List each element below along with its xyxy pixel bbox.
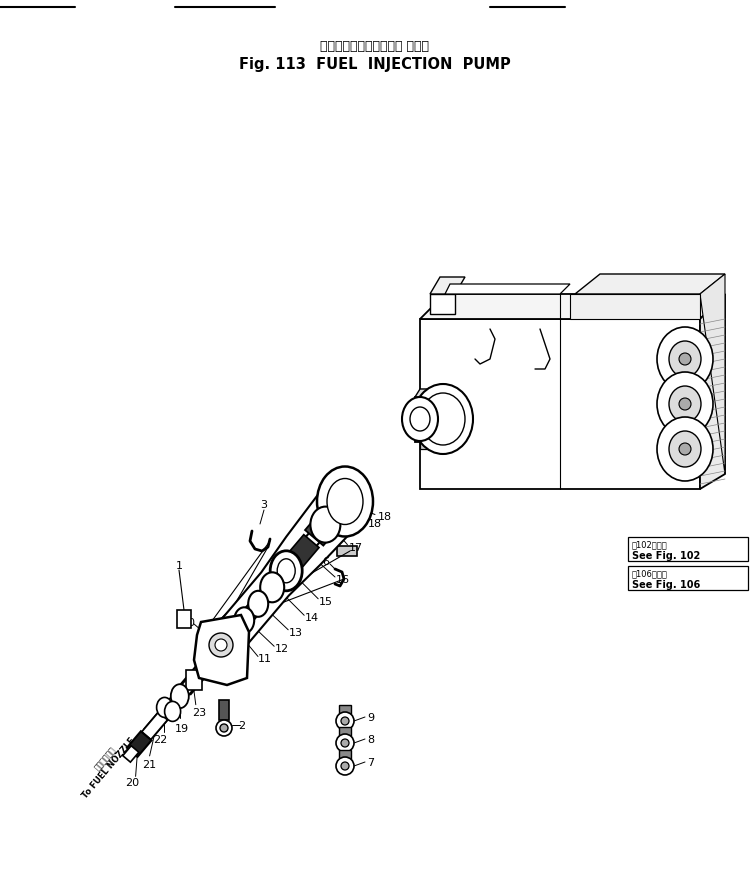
Text: Fig. 113  FUEL  INJECTION  PUMP: Fig. 113 FUEL INJECTION PUMP bbox=[239, 57, 511, 73]
Text: 11: 11 bbox=[258, 653, 272, 664]
Text: 13: 13 bbox=[289, 627, 303, 637]
Circle shape bbox=[679, 398, 691, 410]
Text: 3: 3 bbox=[261, 499, 267, 510]
Polygon shape bbox=[177, 610, 191, 628]
Ellipse shape bbox=[410, 408, 430, 431]
Ellipse shape bbox=[234, 608, 254, 633]
Ellipse shape bbox=[327, 479, 363, 525]
Polygon shape bbox=[339, 750, 351, 759]
Polygon shape bbox=[339, 705, 351, 714]
Text: To FUEL NOZZLE: To FUEL NOZZLE bbox=[80, 736, 137, 800]
Ellipse shape bbox=[270, 551, 302, 591]
Text: 6: 6 bbox=[322, 556, 330, 567]
Ellipse shape bbox=[669, 387, 701, 423]
Ellipse shape bbox=[669, 431, 701, 467]
Ellipse shape bbox=[170, 684, 189, 709]
Polygon shape bbox=[305, 508, 343, 546]
Circle shape bbox=[216, 720, 232, 736]
Circle shape bbox=[209, 633, 233, 657]
Polygon shape bbox=[420, 295, 725, 319]
Circle shape bbox=[220, 724, 228, 732]
Text: 4: 4 bbox=[327, 502, 333, 511]
Circle shape bbox=[336, 757, 354, 775]
Text: フェルノズル: フェルノズル bbox=[93, 744, 118, 771]
Circle shape bbox=[341, 762, 349, 770]
Text: 8: 8 bbox=[367, 734, 374, 745]
Polygon shape bbox=[180, 497, 350, 695]
Text: 2: 2 bbox=[238, 720, 246, 731]
Polygon shape bbox=[287, 535, 319, 567]
Text: 10: 10 bbox=[182, 617, 196, 627]
Text: 21: 21 bbox=[143, 759, 157, 769]
Ellipse shape bbox=[310, 507, 340, 543]
Polygon shape bbox=[430, 295, 455, 315]
Ellipse shape bbox=[402, 397, 438, 441]
Ellipse shape bbox=[164, 702, 180, 722]
Text: 20: 20 bbox=[125, 778, 140, 788]
Polygon shape bbox=[700, 275, 725, 474]
Text: 第106図参照: 第106図参照 bbox=[632, 569, 668, 578]
Polygon shape bbox=[122, 746, 139, 762]
Circle shape bbox=[336, 712, 354, 731]
Ellipse shape bbox=[157, 697, 173, 717]
Text: See Fig. 102: See Fig. 102 bbox=[632, 551, 700, 560]
Text: 7: 7 bbox=[367, 757, 374, 767]
Polygon shape bbox=[415, 389, 440, 397]
Text: 18: 18 bbox=[367, 518, 382, 529]
Circle shape bbox=[215, 639, 227, 652]
Ellipse shape bbox=[657, 417, 713, 481]
Polygon shape bbox=[430, 278, 465, 295]
Text: See Fig. 106: See Fig. 106 bbox=[632, 580, 700, 589]
Ellipse shape bbox=[657, 373, 713, 437]
Ellipse shape bbox=[421, 394, 465, 446]
Polygon shape bbox=[628, 538, 748, 561]
Text: 12: 12 bbox=[275, 644, 289, 653]
Text: 9: 9 bbox=[367, 712, 374, 722]
Polygon shape bbox=[445, 285, 570, 295]
Text: 14: 14 bbox=[305, 613, 319, 623]
Ellipse shape bbox=[260, 573, 284, 602]
Polygon shape bbox=[185, 670, 202, 690]
Ellipse shape bbox=[317, 467, 373, 537]
Text: 18: 18 bbox=[378, 512, 392, 522]
Circle shape bbox=[341, 717, 349, 725]
Polygon shape bbox=[144, 673, 201, 737]
Ellipse shape bbox=[277, 560, 295, 583]
Polygon shape bbox=[127, 731, 152, 757]
Polygon shape bbox=[628, 567, 748, 590]
Circle shape bbox=[336, 734, 354, 752]
Ellipse shape bbox=[248, 591, 268, 617]
Polygon shape bbox=[415, 397, 435, 443]
Polygon shape bbox=[700, 295, 725, 489]
Ellipse shape bbox=[413, 384, 473, 454]
Text: フェルインジェクション ポンプ: フェルインジェクション ポンプ bbox=[321, 40, 430, 53]
Text: 19: 19 bbox=[175, 724, 189, 733]
Circle shape bbox=[679, 444, 691, 455]
Circle shape bbox=[679, 353, 691, 366]
Text: 15: 15 bbox=[319, 596, 333, 606]
Polygon shape bbox=[420, 319, 700, 489]
Polygon shape bbox=[575, 275, 725, 295]
Polygon shape bbox=[142, 712, 167, 740]
Circle shape bbox=[341, 739, 349, 747]
Text: 22: 22 bbox=[153, 735, 167, 745]
Text: 16: 16 bbox=[336, 574, 350, 584]
Polygon shape bbox=[420, 389, 430, 450]
Text: 23: 23 bbox=[192, 707, 206, 717]
Polygon shape bbox=[337, 546, 357, 556]
Text: 1: 1 bbox=[176, 560, 182, 570]
Text: 第102図参照: 第102図参照 bbox=[632, 540, 668, 549]
Polygon shape bbox=[570, 295, 700, 319]
Polygon shape bbox=[435, 389, 440, 445]
Ellipse shape bbox=[669, 342, 701, 378]
Polygon shape bbox=[339, 727, 351, 736]
Polygon shape bbox=[219, 700, 229, 720]
Polygon shape bbox=[219, 496, 356, 645]
Text: 5: 5 bbox=[328, 529, 336, 538]
Polygon shape bbox=[194, 616, 249, 685]
Text: 17: 17 bbox=[348, 542, 363, 552]
Ellipse shape bbox=[657, 328, 713, 391]
